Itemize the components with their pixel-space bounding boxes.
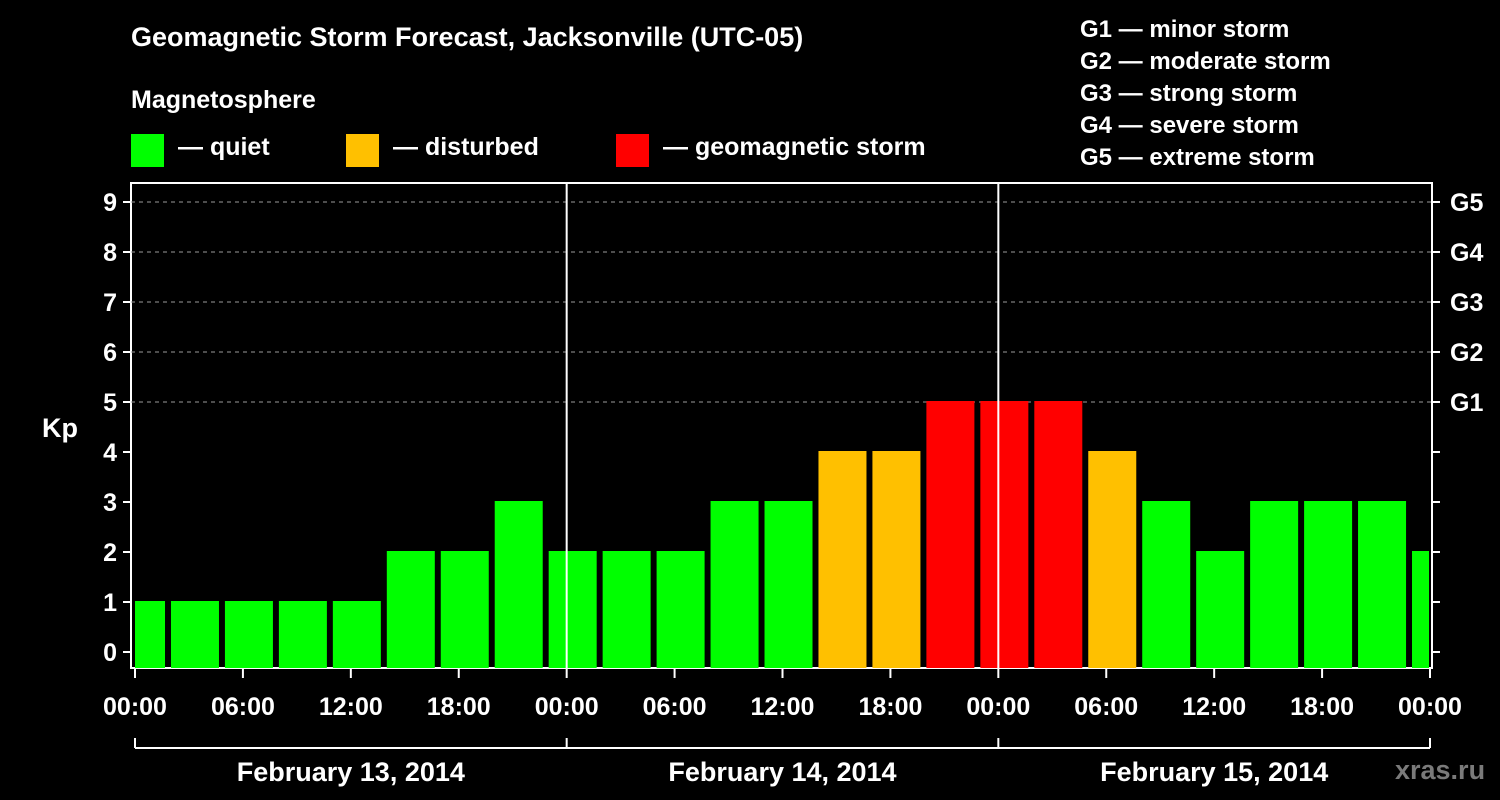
kp-bar [764, 501, 813, 668]
legend-swatch-storm [616, 134, 649, 167]
kp-bar [386, 551, 435, 668]
y-tick-label: 7 [103, 289, 117, 317]
legend-heading: Magnetosphere [131, 86, 316, 114]
x-tick-label: 18:00 [427, 693, 491, 721]
x-tick-label: 12:00 [1182, 693, 1246, 721]
kp-bar [494, 501, 543, 668]
g-scale-g3: G3 — strong storm [1080, 80, 1298, 107]
watermark: xras.ru [1395, 755, 1486, 785]
chart-title: Geomagnetic Storm Forecast, Jacksonville… [131, 22, 804, 52]
x-tick-label: 18:00 [858, 693, 922, 721]
kp-bar [1304, 501, 1353, 668]
legend-label-disturbed: — disturbed [393, 133, 539, 161]
x-tick-label: 18:00 [1290, 693, 1354, 721]
y-tick-label: 9 [103, 189, 117, 217]
x-tick-label: 00:00 [103, 693, 167, 721]
kp-bar [224, 601, 273, 668]
g-level-label: G2 [1450, 339, 1483, 367]
g-level-label: G1 [1450, 389, 1483, 417]
kp-bar [440, 551, 489, 668]
y-tick-label: 0 [103, 639, 117, 667]
x-tick-label: 06:00 [1074, 693, 1138, 721]
g-level-label: G3 [1450, 289, 1483, 317]
x-tick-label: 12:00 [751, 693, 815, 721]
kp-bar [1034, 401, 1083, 668]
kp-bar [1358, 501, 1407, 668]
y-tick-label: 5 [103, 389, 117, 417]
kp-bar [135, 601, 166, 668]
g-level-label: G4 [1450, 239, 1483, 267]
x-tick-label: 00:00 [966, 693, 1030, 721]
y-tick-label: 8 [103, 239, 117, 267]
x-tick-label: 06:00 [211, 693, 275, 721]
kp-bar [332, 601, 381, 668]
legend-swatch-quiet [131, 134, 164, 167]
legend-label-quiet: — quiet [178, 133, 270, 161]
x-tick-label: 00:00 [1398, 693, 1462, 721]
kp-bar [926, 401, 975, 668]
g-scale-g5: G5 — extreme storm [1080, 144, 1315, 171]
day-label: February 14, 2014 [668, 757, 896, 787]
g-scale-g4: G4 — severe storm [1080, 112, 1299, 139]
x-tick-label: 12:00 [319, 693, 383, 721]
kp-bar [1196, 551, 1245, 668]
y-tick-label: 4 [103, 439, 117, 467]
kp-bar [872, 451, 921, 668]
g-scale-g2: G2 — moderate storm [1080, 48, 1331, 75]
y-tick-label: 6 [103, 339, 117, 367]
kp-bar [170, 601, 219, 668]
y-tick-label: 2 [103, 539, 117, 567]
y-axis-label: Kp [42, 413, 78, 443]
x-tick-label: 00:00 [535, 693, 599, 721]
kp-bar [818, 451, 867, 668]
day-label: February 15, 2014 [1100, 757, 1328, 787]
y-tick-label: 3 [103, 489, 117, 517]
g-level-label: G5 [1450, 189, 1483, 217]
kp-bar [1142, 501, 1191, 668]
kp-bar [710, 501, 759, 668]
kp-bar [656, 551, 705, 668]
day-label: February 13, 2014 [237, 757, 465, 787]
legend-swatch-disturbed [346, 134, 379, 167]
kp-bar [980, 401, 1029, 668]
kp-bar [1250, 501, 1299, 668]
legend-label-storm: — geomagnetic storm [663, 133, 926, 161]
kp-bar [1412, 551, 1429, 668]
x-tick-label: 06:00 [643, 693, 707, 721]
kp-bar [602, 551, 651, 668]
kp-bar [278, 601, 327, 668]
kp-bar [1088, 451, 1137, 668]
y-tick-label: 1 [103, 589, 117, 617]
kp-bar [548, 551, 597, 668]
g-scale-g1: G1 — minor storm [1080, 16, 1290, 43]
